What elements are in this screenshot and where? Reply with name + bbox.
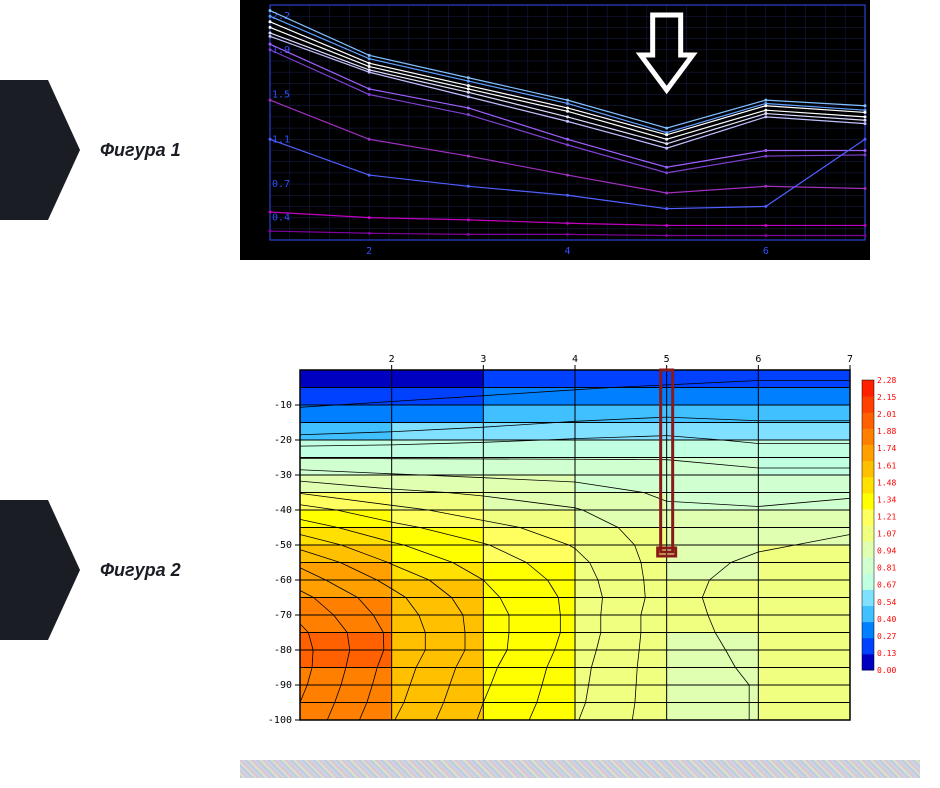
svg-text:1.21: 1.21 bbox=[877, 512, 896, 521]
svg-text:0.94: 0.94 bbox=[877, 547, 896, 556]
svg-text:1.74: 1.74 bbox=[877, 444, 896, 453]
svg-text:0.54: 0.54 bbox=[877, 598, 896, 607]
figure2-pentagon bbox=[0, 500, 80, 640]
figure1-chart: 0.40.71.11.51.92.2246 bbox=[240, 0, 870, 260]
svg-text:2.28: 2.28 bbox=[877, 376, 896, 385]
svg-text:0.13: 0.13 bbox=[877, 649, 896, 658]
svg-text:1.07: 1.07 bbox=[877, 530, 896, 539]
svg-text:0.7: 0.7 bbox=[272, 179, 290, 190]
svg-text:-100: -100 bbox=[268, 715, 292, 726]
figure1-label: Фигура 1 bbox=[100, 140, 181, 161]
svg-text:5: 5 bbox=[664, 354, 670, 365]
svg-text:1.48: 1.48 bbox=[877, 478, 896, 487]
svg-text:-80: -80 bbox=[274, 645, 292, 656]
figure1-label-block: Фигура 1 bbox=[0, 80, 181, 220]
figure2-svg: 2 3 4 5 6 7 -10 -20 -30 -40 -50 -60 -70 -80 -90 -100 0.0… bbox=[260, 350, 910, 730]
svg-text:6: 6 bbox=[755, 354, 761, 365]
figure1-pentagon bbox=[0, 80, 80, 220]
figure1-svg: 0.40.71.11.51.92.2246 bbox=[240, 0, 870, 260]
svg-text:-50: -50 bbox=[274, 540, 292, 551]
noise-strip bbox=[240, 760, 920, 778]
svg-text:-60: -60 bbox=[274, 575, 292, 586]
svg-text:6: 6 bbox=[763, 246, 769, 257]
svg-text:3: 3 bbox=[480, 354, 486, 365]
svg-text:0.67: 0.67 bbox=[877, 581, 896, 590]
svg-text:2.15: 2.15 bbox=[877, 393, 896, 402]
svg-text:0.81: 0.81 bbox=[877, 564, 896, 573]
svg-text:1.5: 1.5 bbox=[272, 90, 290, 101]
svg-text:1.88: 1.88 bbox=[877, 427, 896, 436]
svg-text:4: 4 bbox=[565, 246, 571, 257]
svg-text:1.61: 1.61 bbox=[877, 461, 896, 470]
svg-text:1.34: 1.34 bbox=[877, 495, 896, 504]
figure2-label: Фигура 2 bbox=[100, 560, 181, 581]
svg-text:-30: -30 bbox=[274, 470, 292, 481]
svg-text:-10: -10 bbox=[274, 400, 292, 411]
svg-text:-20: -20 bbox=[274, 435, 292, 446]
figure2-label-block: Фигура 2 bbox=[0, 500, 181, 640]
svg-text:2: 2 bbox=[389, 354, 395, 365]
figure2-chart: 2 3 4 5 6 7 -10 -20 -30 -40 -50 -60 -70 -80 -90 -100 0.0… bbox=[260, 350, 910, 730]
svg-text:-90: -90 bbox=[274, 680, 292, 691]
svg-text:0.27: 0.27 bbox=[877, 632, 896, 641]
svg-text:-70: -70 bbox=[274, 610, 292, 621]
svg-text:2.01: 2.01 bbox=[877, 410, 896, 419]
svg-text:0.4: 0.4 bbox=[272, 213, 290, 224]
svg-text:7: 7 bbox=[847, 354, 853, 365]
svg-text:0.00: 0.00 bbox=[877, 666, 896, 675]
svg-text:0.40: 0.40 bbox=[877, 615, 896, 624]
svg-text:2: 2 bbox=[366, 246, 372, 257]
svg-text:-40: -40 bbox=[274, 505, 292, 516]
svg-text:4: 4 bbox=[572, 354, 578, 365]
